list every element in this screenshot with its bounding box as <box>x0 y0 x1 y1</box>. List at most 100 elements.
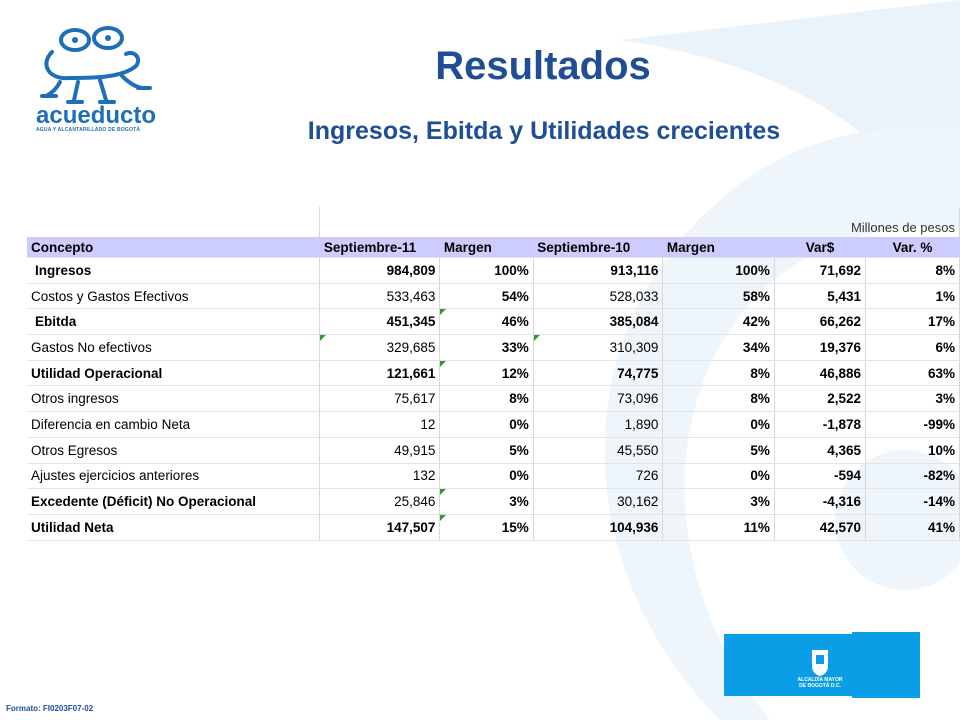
cell-sep10: 310,309 <box>533 334 664 361</box>
cell-text-sep10: 528,033 <box>609 288 659 304</box>
cell-margen11: 3% <box>439 488 534 515</box>
table-row: Utilidad Operacional 121,661 12% 74,775 8% 46… <box>27 360 960 387</box>
cell-margen11: 0% <box>439 411 534 438</box>
cell-text-var: 5,431 <box>827 288 862 304</box>
cell-sep11: 451,345 <box>319 308 441 336</box>
cell-concepto: Utilidad Operacional <box>27 360 321 387</box>
cell-concepto: Otros Egresos <box>27 437 321 464</box>
cell-text-sep10: 30,162 <box>617 494 659 510</box>
cell-text-varpct: 63% <box>927 365 955 381</box>
cell-concepto: Excedente (Déficit) No Operacional <box>27 488 321 515</box>
cell-text-sep11: 984,809 <box>386 262 436 278</box>
cell-varpct: 6% <box>865 334 960 361</box>
cell-var: 5,431 <box>774 283 867 310</box>
cell-margen11: 46% <box>439 308 534 336</box>
cell-text-margen10: 34% <box>742 339 770 355</box>
cell-sep11: 329,685 <box>319 334 441 361</box>
cell-var: 42,570 <box>774 514 867 541</box>
cell-text-concepto: Ebitda <box>35 314 77 330</box>
cell-text-concepto: Utilidad Operacional <box>31 365 163 381</box>
note-marker-icon <box>440 489 447 496</box>
cell-text-margen11: 46% <box>501 314 529 330</box>
cell-concepto: Ingresos <box>27 257 321 284</box>
cell-text-concepto: Diferencia en cambio Neta <box>31 416 191 432</box>
note-marker-icon <box>533 335 540 342</box>
cell-sep10: 1,890 <box>533 411 664 438</box>
results-table: Millones de pesos Concepto Septiembre-11… <box>27 207 960 541</box>
cell-varpct: 8% <box>865 257 960 284</box>
cell-text-margen10: 8% <box>750 391 770 407</box>
cell-text-concepto: Otros Egresos <box>31 442 118 458</box>
cell-var: -1,878 <box>774 411 867 438</box>
cell-margen10: 5% <box>662 437 775 464</box>
alcaldia-text: ALCALDÍA MAYOR DE BOGOTÁ D.C. <box>787 677 853 689</box>
cell-text-margen10: 0% <box>750 468 770 484</box>
alcaldia-shield-icon <box>812 650 828 676</box>
cell-margen10: 34% <box>662 334 775 361</box>
cell-text-varpct: 6% <box>935 339 955 355</box>
unit-note: Millones de pesos <box>319 207 960 237</box>
table-row: Ebitda 451,345 46% 385,084 42% 66,262 17% <box>27 308 960 336</box>
cell-text-sep10: 385,084 <box>609 314 659 330</box>
cell-sep11: 12 <box>319 411 441 438</box>
cell-margen10: 58% <box>662 283 775 310</box>
note-marker-icon <box>440 309 447 316</box>
acueducto-frog-logo <box>40 26 152 104</box>
cell-text-varpct: 1% <box>935 288 955 304</box>
cell-text-margen10: 8% <box>750 365 770 381</box>
cell-text-margen11: 8% <box>509 391 529 407</box>
cell-text-var: -594 <box>834 468 862 484</box>
cell-sep10: 726 <box>533 463 664 490</box>
cell-varpct: 17% <box>865 308 960 336</box>
cell-margen10: 8% <box>662 385 775 413</box>
header-var: Var$ <box>774 237 866 258</box>
table-row: Diferencia en cambio Neta 12 0% 1,890 0% -1,8… <box>27 411 960 438</box>
cell-margen11: 5% <box>439 437 534 464</box>
table-header-row: Concepto Septiembre-11 Margen Septiembre… <box>27 237 960 258</box>
cell-text-concepto: Costos y Gastos Efectivos <box>31 288 189 304</box>
cell-var: 46,886 <box>774 360 867 387</box>
cell-text-sep10: 726 <box>635 468 659 484</box>
cell-text-concepto: Gastos No efectivos <box>31 339 152 355</box>
table-row: Ajustes ejercicios anteriores 132 0% 726 0% -… <box>27 463 960 490</box>
cell-margen11: 12% <box>439 360 534 387</box>
cell-text-var: 42,570 <box>819 519 862 535</box>
cell-text-margen10: 100% <box>735 262 770 278</box>
cell-var: 66,262 <box>774 308 867 336</box>
cell-sep11: 121,661 <box>319 360 441 387</box>
cell-text-concepto: Excedente (Déficit) No Operacional <box>31 494 257 510</box>
cell-text-varpct: 10% <box>927 442 955 458</box>
cell-var: 4,365 <box>774 437 867 464</box>
cell-margen10: 42% <box>662 308 775 336</box>
cell-text-sep11: 132 <box>412 468 436 484</box>
cell-text-concepto: Otros ingresos <box>31 391 119 407</box>
cell-varpct: 41% <box>865 514 960 541</box>
cell-text-var: 46,886 <box>819 365 862 381</box>
cell-text-concepto: Ingresos <box>35 262 92 278</box>
cell-sep10: 528,033 <box>533 283 664 310</box>
cell-var: -594 <box>774 463 867 490</box>
cell-sep11: 132 <box>319 463 441 490</box>
table-row: Ingresos 984,809 100% 913,116 100% 71,692 8% <box>27 257 960 284</box>
cell-margen11: 54% <box>439 283 534 310</box>
cell-text-sep10: 73,096 <box>617 391 659 407</box>
cell-text-sep10: 1,890 <box>624 416 659 432</box>
cell-var: -4,316 <box>774 488 867 515</box>
alcaldia-line2: DE BOGOTÁ D.C. <box>799 683 841 689</box>
cell-margen10: 8% <box>662 360 775 387</box>
cell-margen11: 0% <box>439 463 534 490</box>
note-marker-icon <box>440 514 447 521</box>
cell-concepto: Utilidad Neta <box>27 514 321 541</box>
alcaldia-banner-block <box>852 632 920 698</box>
cell-sep11: 49,915 <box>319 437 441 464</box>
cell-text-concepto: Utilidad Neta <box>31 519 114 535</box>
cell-text-margen10: 5% <box>750 442 770 458</box>
header-concepto: Concepto <box>27 237 320 258</box>
page-title: Resultados <box>435 44 651 88</box>
cell-concepto: Ajustes ejercicios anteriores <box>27 463 321 490</box>
table-row: Costos y Gastos Efectivos 533,463 54% 528,0… <box>27 283 960 310</box>
table-unit-row: Millones de pesos <box>27 207 960 237</box>
cell-text-sep11: 12 <box>420 416 436 432</box>
cell-text-var: 19,376 <box>819 339 862 355</box>
cell-text-varpct: -14% <box>923 494 955 510</box>
